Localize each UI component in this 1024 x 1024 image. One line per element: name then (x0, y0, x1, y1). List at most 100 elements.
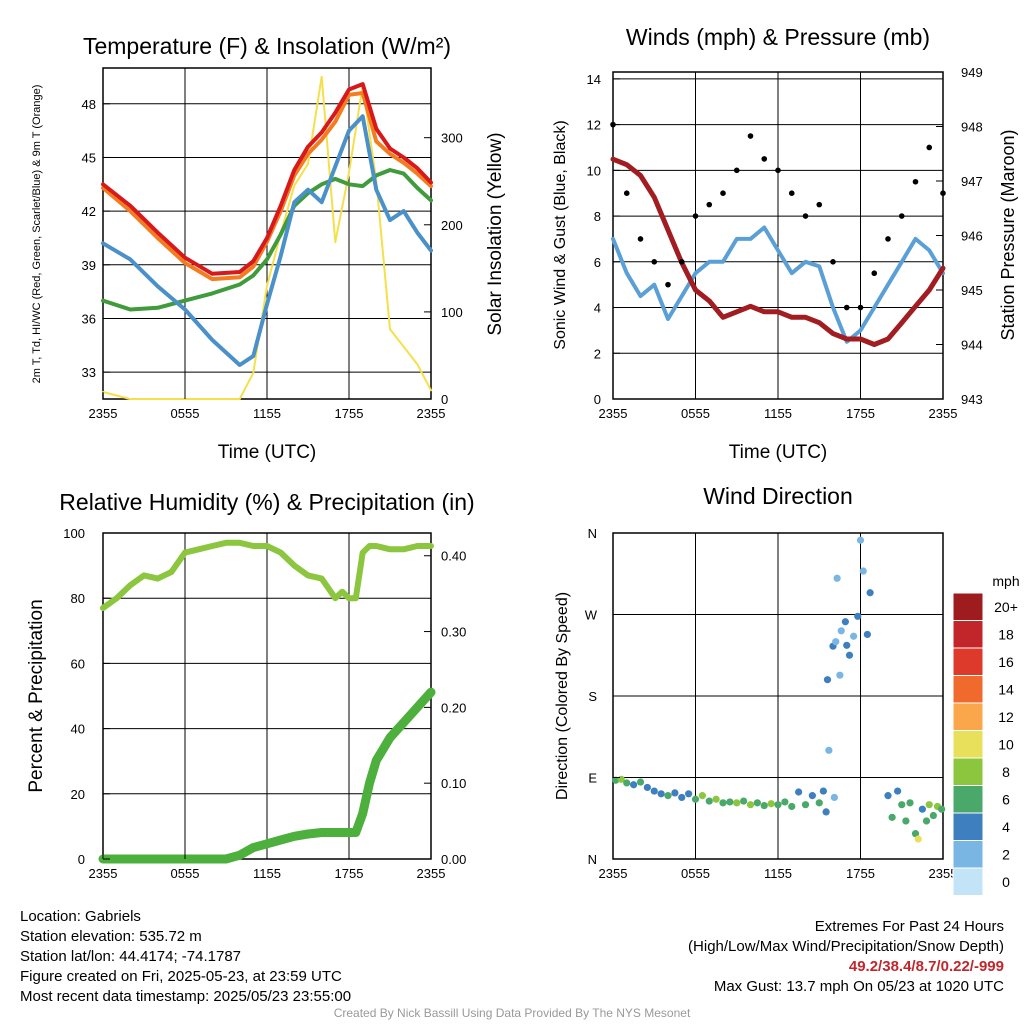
dir-point (801, 801, 810, 809)
temp-chart-title: Temperature (F) & Insolation (W/m²) (83, 33, 451, 59)
dir-point (822, 808, 830, 816)
wind-gust-point (898, 213, 905, 219)
temp-y-tick-label: 42 (82, 204, 96, 219)
dir-point (856, 536, 865, 544)
wind-y-tick-label: 14 (587, 72, 601, 87)
temp-y-axis-label: 2m T, Td, HI/WC (Red, Green, Scarlet/Blu… (31, 85, 43, 384)
colorbar-label: 2 (1002, 846, 1010, 862)
dir-point (888, 813, 896, 821)
rh-x-tick-label: 0555 (171, 866, 200, 881)
wind-y-tick-label: 12 (587, 118, 601, 133)
colorbar-label: 0 (1002, 874, 1010, 890)
created-text: Figure created on Fri, 2025-05-23, at 23… (20, 968, 342, 985)
dir-point (863, 630, 871, 639)
colorbar-swatch (952, 702, 984, 731)
rh-y2-tick-label: 0.20 (441, 700, 466, 715)
wind-y-tick-label: 6 (594, 255, 601, 270)
dir-point (705, 797, 713, 805)
temp-solar-line (102, 75, 432, 400)
wind-gust-point (788, 190, 795, 196)
rh-y-tick-label: 20 (71, 787, 85, 802)
colorbar-swatch (952, 730, 984, 759)
temp-y2-tick-label: 300 (441, 131, 463, 146)
rh-y-axis-label: Percent & Precipitation (26, 599, 47, 792)
colorbar-label: 16 (998, 654, 1014, 670)
wind-gust-point (720, 190, 726, 196)
wind-gust-point (678, 258, 685, 265)
wind-pressure-line (610, 156, 946, 347)
wind-gust-point (665, 281, 671, 288)
colorbar-swatch (952, 620, 984, 649)
wind-chart-title: Winds (mph) & Pressure (mb) (626, 24, 930, 50)
rh-y2-tick-label: 0.00 (441, 852, 466, 867)
rh-y-tick-label: 60 (71, 656, 85, 671)
colorbar-swatch (952, 592, 984, 621)
colorbar-label: 8 (1002, 764, 1010, 780)
dir-point (836, 671, 844, 679)
dir-point (678, 793, 686, 802)
rh-chart-title: Relative Humidity (%) & Precipitation (i… (59, 489, 474, 515)
dir-point (837, 627, 845, 635)
temp-x-tick-label: 2355 (417, 406, 446, 421)
wind-x-tick-label: 2355 (929, 406, 958, 421)
dir-point (781, 798, 789, 806)
dir-point (854, 612, 862, 620)
colorbar-label: 4 (1002, 819, 1010, 835)
dir-point (719, 799, 727, 807)
dir-point (746, 801, 755, 809)
wind-y2-tick-label: 946 (961, 229, 983, 244)
wind-gust-point (885, 236, 891, 242)
rh-y-tick-label: 100 (63, 526, 85, 541)
dir-y-tick-label: N (588, 526, 597, 541)
wind-gust-point (761, 156, 768, 162)
rh-humidity-line (100, 539, 434, 611)
wind-gust-point (747, 133, 754, 139)
dir-point (850, 632, 858, 640)
rh-y-tick-label: 80 (71, 591, 85, 606)
wind-gust-point (857, 304, 864, 311)
credit-text: Created By Nick Bassill Using Data Provi… (333, 1006, 691, 1020)
rh-x-tick-label: 2355 (417, 866, 446, 881)
wind-y2-tick-label: 943 (961, 392, 983, 407)
dir-point (712, 795, 720, 803)
wind-gust-point (926, 144, 933, 151)
rh-y2-tick-label: 0.40 (441, 549, 466, 564)
wind-x-tick-label: 2355 (599, 406, 628, 421)
colorbar-label: 14 (998, 681, 1014, 697)
dir-point (630, 781, 638, 789)
wind-x-tick-label: 1155 (764, 406, 792, 421)
dir-point (922, 817, 931, 825)
dir-point (866, 589, 874, 597)
wind-y-tick-label: 2 (594, 346, 601, 361)
dir-point (819, 787, 827, 795)
recent-text: Most recent data timestamp: 2025/05/23 2… (20, 988, 352, 1005)
temp-y-tick-label: 39 (82, 258, 96, 273)
dir-y-tick-label: N (588, 852, 597, 867)
colorbar-swatch (952, 647, 984, 676)
dir-point (894, 787, 902, 795)
temp-x-axis-label: Time (UTC) (218, 442, 317, 463)
wind-gust-point (775, 167, 781, 174)
colorbar-swatch (952, 812, 984, 841)
wind-gust-point (651, 258, 658, 265)
dir-y-tick-label: S (588, 689, 597, 704)
dir-point (795, 788, 803, 796)
dir-y-tick-label: W (585, 608, 598, 623)
rh-x-tick-label: 1755 (335, 866, 364, 881)
dir-point (925, 801, 933, 809)
wind-y-tick-label: 10 (587, 163, 601, 178)
colorbar-swatch (952, 867, 984, 896)
wind-gust-point (871, 270, 878, 277)
dir-point (767, 800, 775, 808)
dir-point (740, 797, 748, 805)
wind-gust-point (816, 201, 823, 208)
wind-gust-point (830, 258, 836, 265)
wind-gust-point (733, 167, 740, 174)
rh-x-tick-label: 2355 (89, 866, 118, 881)
dir-point (685, 790, 693, 798)
dir-point (906, 799, 914, 807)
temp-y-tick-label: 48 (82, 97, 96, 112)
dir-point (636, 778, 645, 786)
wind-gust-point (843, 304, 850, 311)
temp-y2-tick-label: 0 (441, 392, 448, 407)
